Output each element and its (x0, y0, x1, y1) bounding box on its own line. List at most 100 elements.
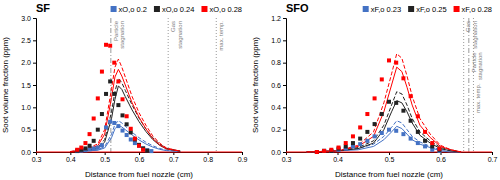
x-tick: 0.7 (488, 152, 498, 163)
y-axis-title: Soot volume fraction (ppm) (251, 37, 260, 133)
tick-mark (283, 85, 286, 86)
scatter-point (416, 114, 420, 118)
scatter-point (423, 130, 427, 134)
marks (36, 18, 242, 153)
legend-swatch (363, 6, 369, 12)
annotation-labels: GasstagnationParticlestagnationmax. temp… (465, 21, 483, 113)
legend-label: xF,o 0.25 (416, 5, 446, 14)
y-tick: 0.8 (271, 59, 286, 66)
tick-label: 0.0 (21, 149, 31, 156)
scatter-point (92, 139, 96, 143)
tick-mark (283, 152, 286, 153)
scatter-point (365, 112, 369, 116)
scatter-point (125, 114, 129, 118)
scatter-point (121, 129, 125, 133)
scatter-point (133, 141, 137, 145)
scatter-point (416, 141, 420, 145)
scatter-point (92, 117, 96, 121)
scatter-point (315, 150, 319, 154)
title: SFO (286, 2, 309, 14)
tick-mark (33, 107, 36, 108)
tick-label: 0.8 (203, 156, 213, 163)
tick-mark (242, 152, 243, 155)
x-tick: 0.8 (203, 152, 213, 163)
x-tick: 0.7 (169, 152, 179, 163)
y-axis-title: Soot volume fraction (ppm) (1, 37, 10, 133)
annotation-labels: ParticlestagnationGasstagnationmax. temp… (113, 20, 224, 50)
scatter-point (83, 146, 87, 150)
scatter-point (108, 120, 112, 124)
tick-label: 0.9 (238, 156, 248, 163)
scatter-point (387, 58, 391, 62)
chart: 0.30.40.50.60.70.80.90.00.51.01.52.02.53… (0, 0, 500, 180)
reference-vline (168, 18, 169, 152)
reference-vline (110, 18, 111, 152)
x-tick: 0.4 (66, 152, 76, 163)
legend: xF,o 0.23xF,o 0.25xF,o 0.28 (363, 5, 492, 14)
tick-label: 0.5 (100, 156, 110, 163)
y-tick: 1.0 (21, 104, 36, 111)
y-tick: 2.0 (21, 59, 36, 66)
scatter-point (129, 137, 133, 141)
x-tick: 0.3 (32, 152, 42, 163)
tick-label: 2.5 (21, 37, 31, 44)
tick-mark (283, 63, 286, 64)
scatter-point (141, 148, 145, 152)
y-axis: 0.00.20.40.60.81.01.2 (271, 15, 286, 156)
tick-mark (283, 18, 286, 19)
x-tick: 0.6 (436, 152, 446, 163)
tick-mark (33, 85, 36, 86)
x-axis-title: Distance from fuel nozzle (cm) (85, 170, 193, 179)
x-tick: 0.9 (238, 152, 248, 163)
scatter-point (88, 147, 92, 151)
scatter-point (125, 133, 129, 137)
series-line (70, 69, 180, 151)
scatter-point (373, 134, 377, 138)
scatter-point (116, 103, 120, 107)
scatter-point (351, 134, 355, 138)
scatter-point (409, 137, 413, 141)
tick-label: 0.3 (282, 156, 292, 163)
scatter-point (112, 61, 116, 65)
legend-swatch (201, 6, 207, 12)
scatter-point (387, 128, 391, 132)
scatter-point (430, 141, 434, 145)
y-tick: 0.0 (21, 149, 36, 156)
scatter-point (121, 97, 125, 101)
reference-vline (468, 18, 469, 152)
legend: xO,o 0.2xO,o 0.24xO,o 0.28 (111, 5, 242, 14)
legend-label: xO,o 0.24 (162, 5, 195, 14)
scatter-point (104, 125, 108, 129)
scatter-point (322, 149, 326, 153)
scatter-point (380, 112, 384, 116)
scatter-point (149, 149, 153, 153)
legend-item: xO,o 0.24 (154, 5, 195, 14)
panel: 0.30.40.50.60.70.80.90.00.51.01.52.02.53… (1, 2, 247, 179)
scatter-point (337, 146, 341, 150)
scatter-point (96, 96, 100, 100)
scatter-point (137, 144, 141, 148)
x-axis-title: Distance from fuel nozzle (cm) (335, 170, 443, 179)
scatter-point (351, 141, 355, 145)
y-tick: 0.4 (271, 104, 286, 111)
tick-label: 0.0 (271, 149, 281, 156)
y-tick: 0.5 (21, 126, 36, 133)
tick-label: 0.5 (385, 156, 395, 163)
scatter-point (133, 137, 137, 141)
tick-mark (33, 130, 36, 131)
scatter-point (394, 61, 398, 65)
tick-mark (492, 152, 493, 155)
tick-mark (33, 40, 36, 41)
scatter-point (145, 149, 149, 153)
series-line (70, 59, 180, 151)
tick-label: 0.3 (32, 156, 42, 163)
scatter-point (104, 43, 108, 47)
y-tick: 1.0 (271, 37, 286, 44)
annotation-label: Particlestagnation (113, 20, 126, 48)
series-line (70, 86, 180, 152)
scatter-point (112, 92, 116, 96)
scatter-point (437, 147, 441, 151)
legend-item: xF,o 0.23 (363, 5, 401, 14)
scatter-point (409, 94, 413, 98)
tick-label: 0.4 (66, 156, 76, 163)
